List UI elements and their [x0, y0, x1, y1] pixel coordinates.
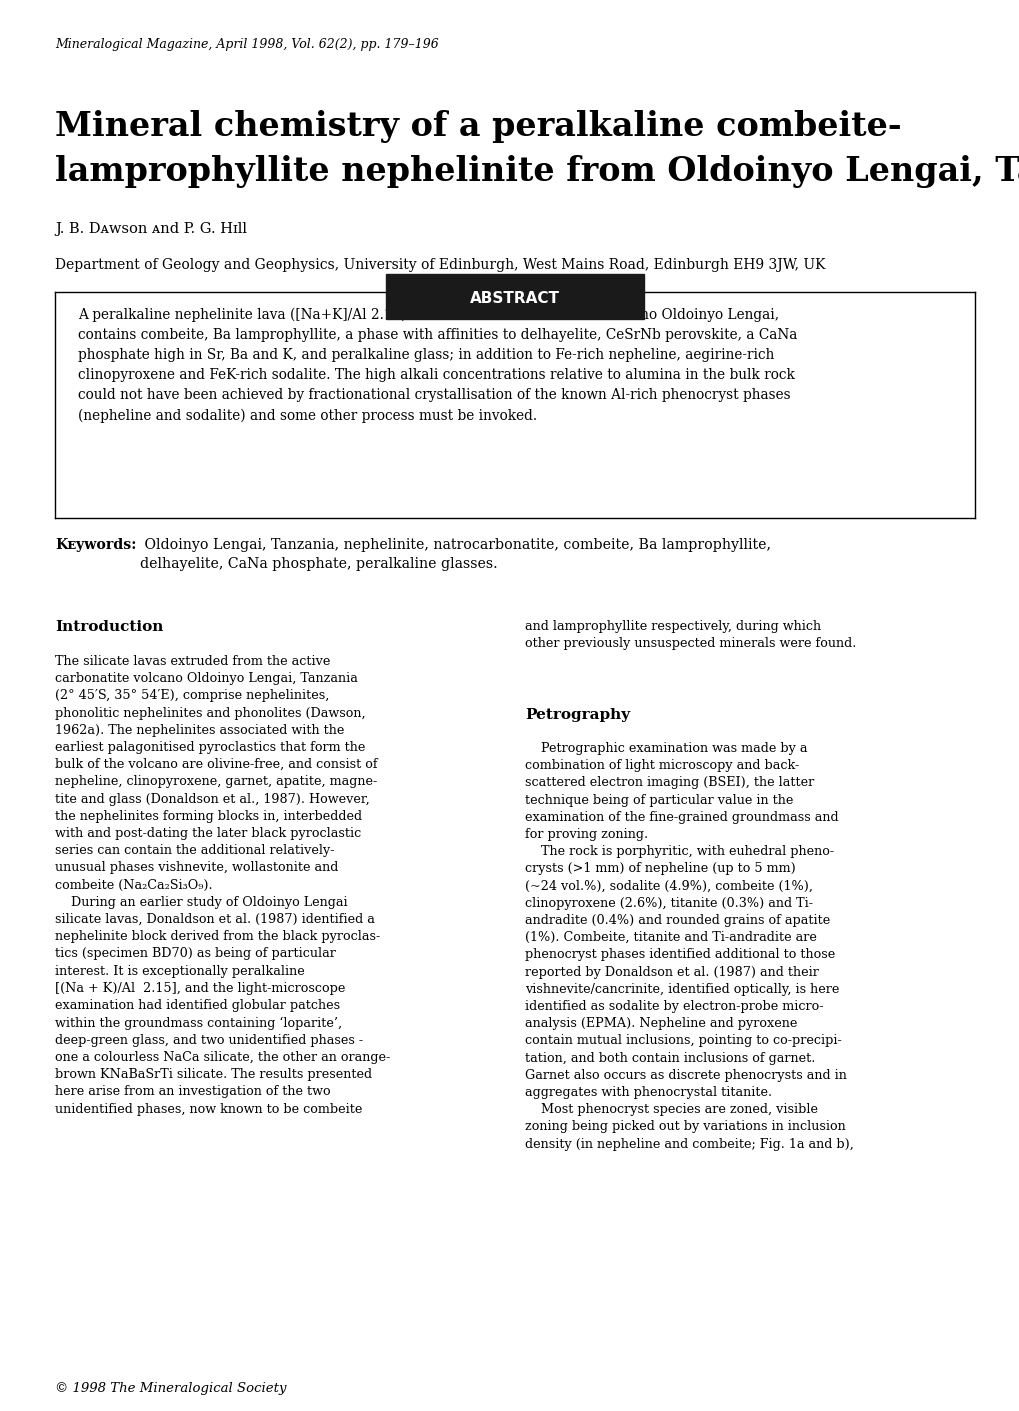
Text: © 1998 The Mineralogical Society: © 1998 The Mineralogical Society [55, 1381, 286, 1395]
Text: Petrography: Petrography [525, 708, 630, 722]
Text: Department of Geology and Geophysics, University of Edinburgh, West Mains Road, : Department of Geology and Geophysics, Un… [55, 258, 824, 272]
Text: and lamprophyllite respectively, during which
other previously unsuspected miner: and lamprophyllite respectively, during … [525, 619, 856, 650]
Text: A peralkaline nephelinite lava ([Na+K]/Al 2.15) from the active carbonatite volc: A peralkaline nephelinite lava ([Na+K]/A… [77, 308, 797, 423]
Text: ABSTRACT: ABSTRACT [470, 291, 559, 306]
Text: Introduction: Introduction [55, 619, 163, 634]
Text: Mineralogical Magazine, April 1998, Vol. 62(2), pp. 179–196: Mineralogical Magazine, April 1998, Vol.… [55, 38, 438, 51]
Text: The silicate lavas extruded from the active
carbonatite volcano Oldoinyo Lengai,: The silicate lavas extruded from the act… [55, 655, 390, 1116]
Text: Petrographic examination was made by a
combination of light microscopy and back-: Petrographic examination was made by a c… [525, 742, 853, 1150]
Text: lamprophyllite nephelinite from Oldoinyo Lengai, Tanzania: lamprophyllite nephelinite from Oldoinyo… [55, 155, 1019, 188]
Text: Mineral chemistry of a peralkaline combeite-: Mineral chemistry of a peralkaline combe… [55, 110, 901, 143]
Text: Oldoinyo Lengai, Tanzania, nephelinite, natrocarbonatite, combeite, Ba lamprophy: Oldoinyo Lengai, Tanzania, nephelinite, … [140, 538, 770, 571]
Text: Kᴇywᴏrds:: Kᴇywᴏrds: [55, 538, 137, 552]
Text: J. B. Dᴀwson ᴀnd P. G. Hɪll: J. B. Dᴀwson ᴀnd P. G. Hɪll [55, 222, 247, 236]
FancyBboxPatch shape [386, 274, 643, 319]
